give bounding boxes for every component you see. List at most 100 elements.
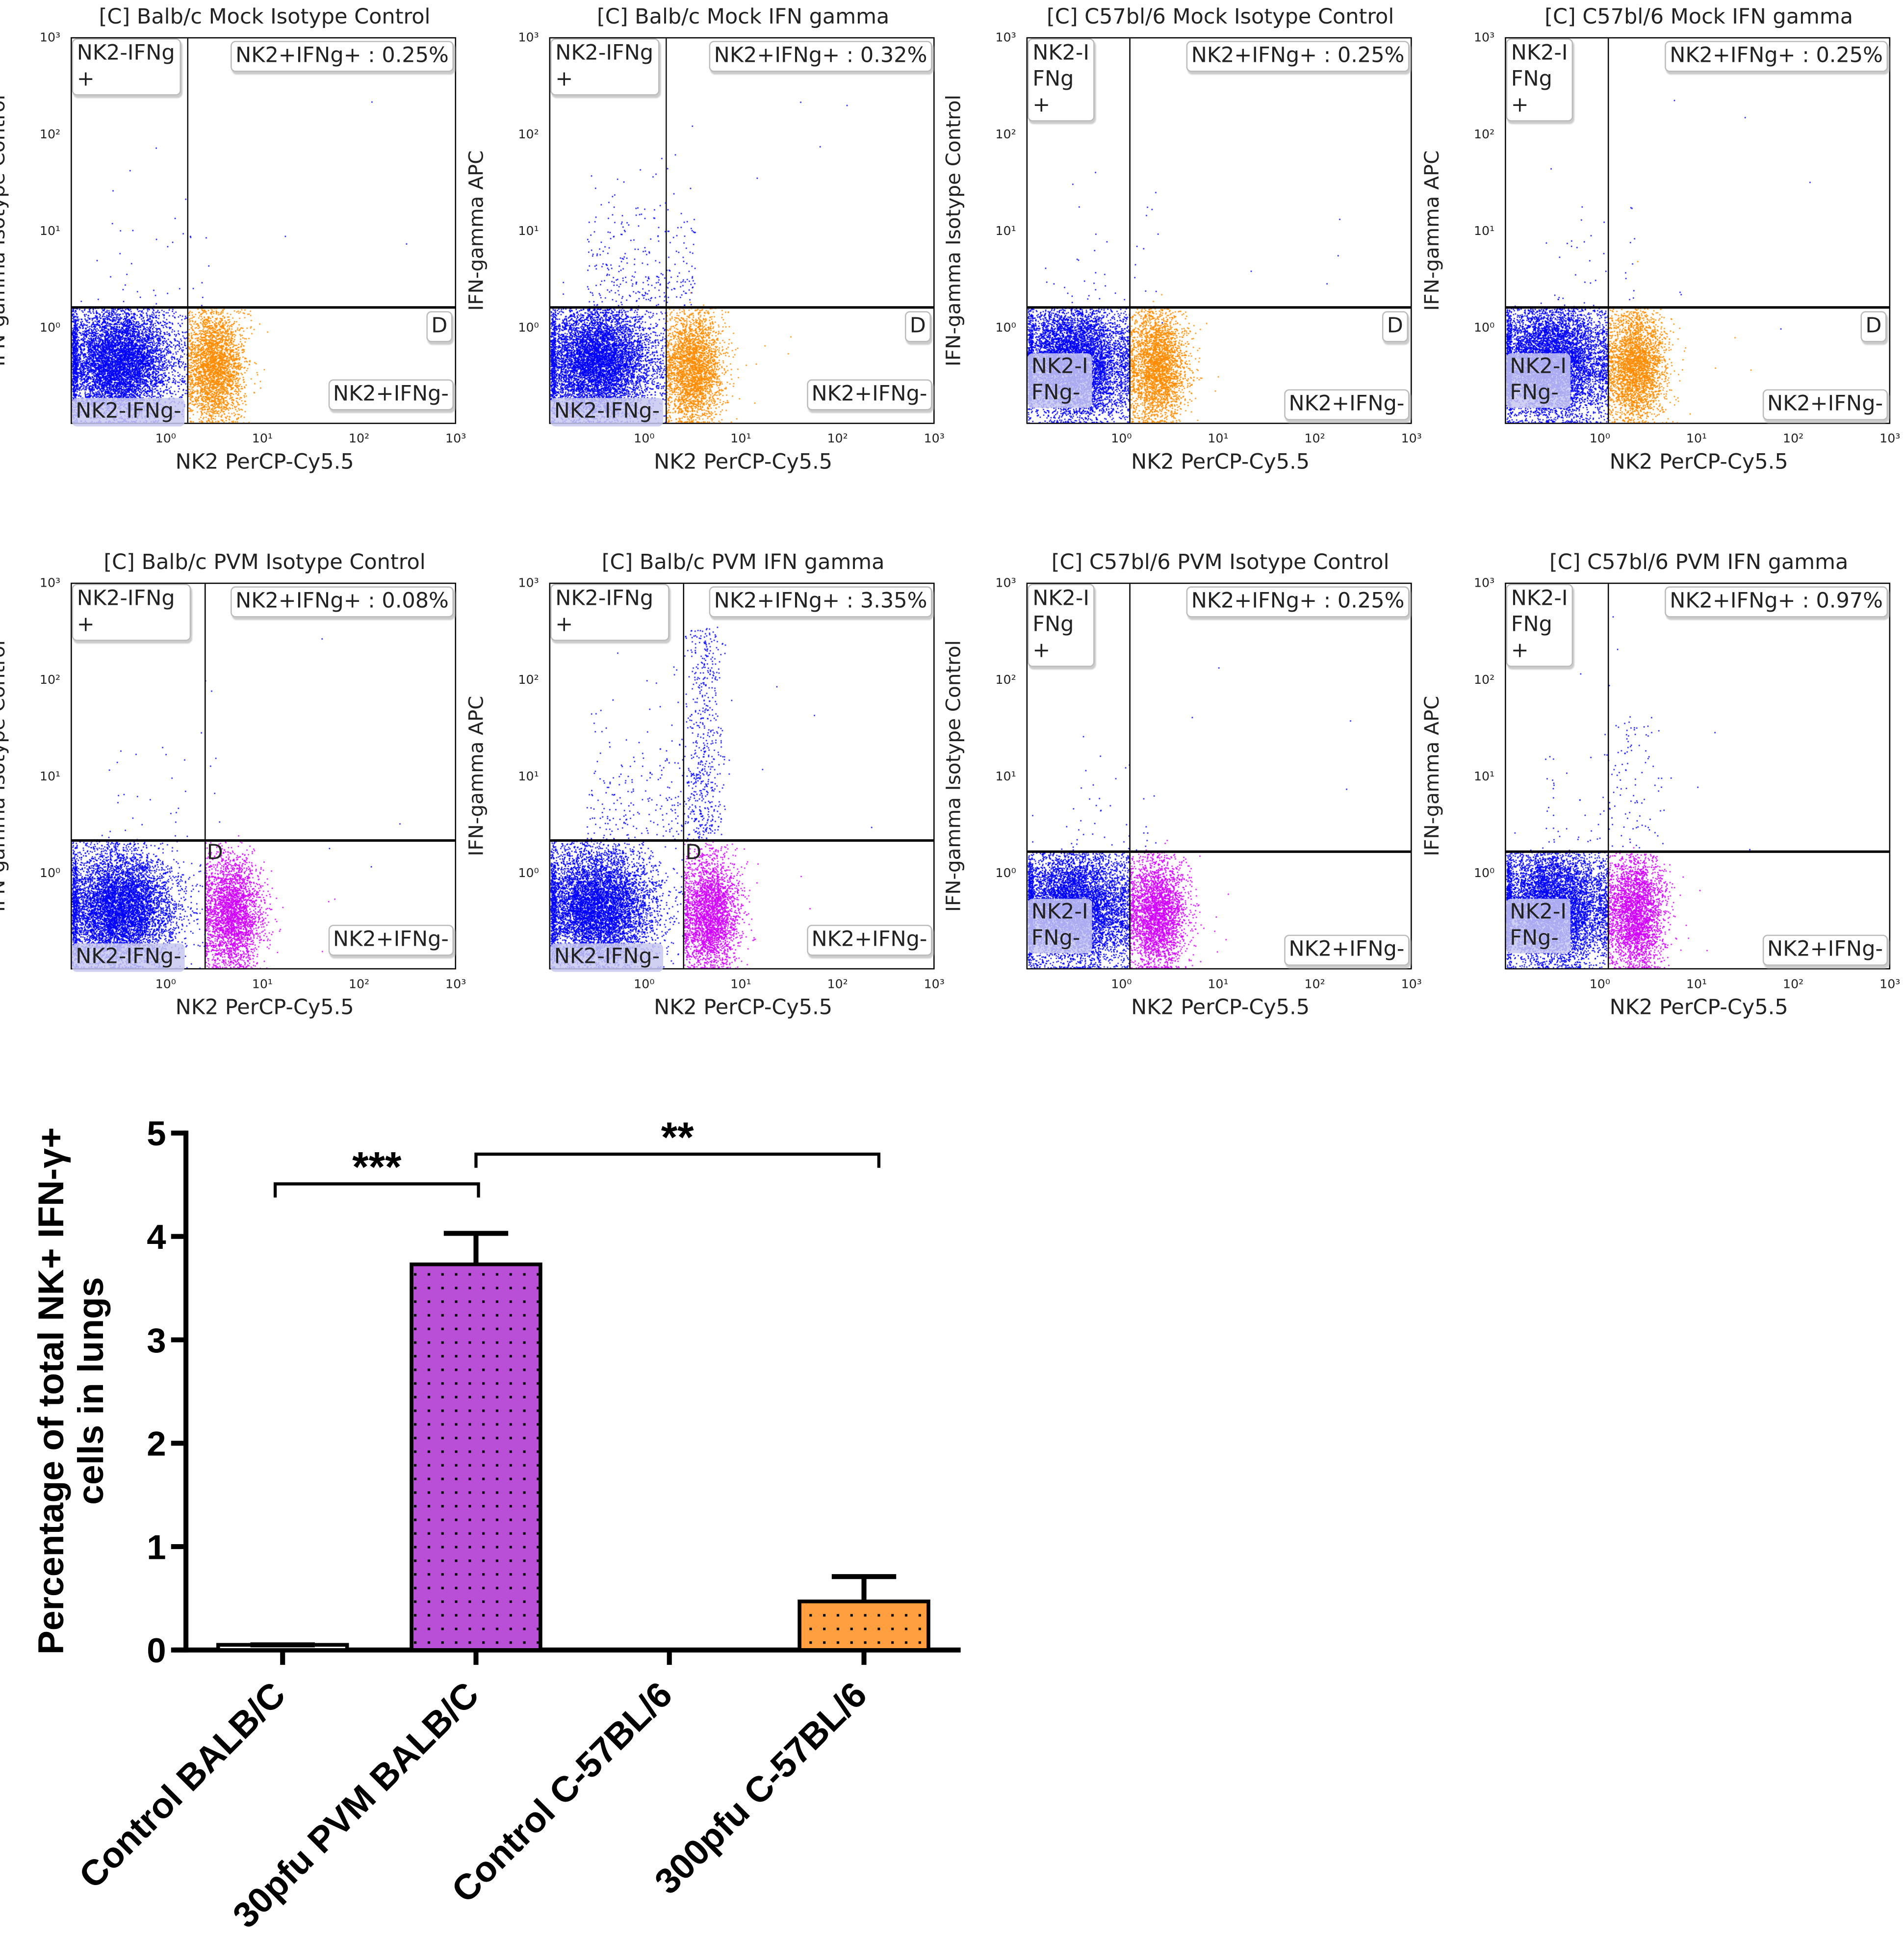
x-axis-label: NK2 PerCP-Cy5.5 <box>175 450 354 475</box>
quadrant-label-upper-right: NK2+IFNg+ : 0.25% <box>1186 586 1410 618</box>
quadrant-label-upper-left: NK2-IFNg+ <box>72 38 181 96</box>
gate-line-horizontal[interactable] <box>1028 306 1411 309</box>
y-tick-label: 1 <box>147 1527 166 1566</box>
quadrant-label-upper-right: NK2+IFNg+ : 0.25% <box>231 41 454 72</box>
quadrant-label-upper-left: NK2-IFNg+ <box>550 38 660 96</box>
x-tick-label: 10³ <box>1879 433 1901 446</box>
plot-title: [C] C57bl/6 Mock Isotype Control <box>1046 5 1394 30</box>
x-tick-label: 10¹ <box>1208 433 1229 446</box>
gate-line-horizontal[interactable] <box>550 306 934 309</box>
flow-plot-3: NK2-IFNg+ NK2+IFNg+ : 0.25% NK2-IFNg- NK2+I… <box>941 5 1421 475</box>
plot-title: [C] C57bl/6 PVM Isotype Control <box>1051 550 1389 575</box>
quadrant-label-upper-left: NK2-IFNg+ <box>550 584 669 641</box>
x-tick-label: 10⁰ <box>634 433 655 446</box>
gate-line-vertical[interactable] <box>1607 584 1610 968</box>
x-tick-label: 10³ <box>1401 978 1422 992</box>
y-tick-label: 10² <box>39 128 61 142</box>
x-tick-label: 10⁰ <box>1111 433 1132 446</box>
x-axis-label: NK2 PerCP-Cy5.5 <box>1131 995 1310 1020</box>
y-tick-label: 10² <box>518 673 539 688</box>
quadrant-label-lower-left: NK2-IFNg- <box>1506 898 1571 953</box>
quadrant-label-lower-left: NK2-IFNg- <box>1506 353 1571 408</box>
x-tick-label: 10¹ <box>1686 978 1707 992</box>
x-tick-label: 10² <box>827 433 848 446</box>
x-tick-label: 10² <box>1304 978 1325 992</box>
y-axis-label-line: Percentage of total NK+ IFN-γ+ <box>31 1127 71 1655</box>
x-axis-label: NK2 PerCP-Cy5.5 <box>654 995 833 1020</box>
x-tick-label: 10⁰ <box>155 433 176 446</box>
y-tick-label: 10² <box>1473 128 1495 142</box>
y-tick-label: 10³ <box>995 31 1016 46</box>
gate-line-vertical[interactable] <box>187 38 189 423</box>
y-tick-label: 10² <box>1473 673 1495 688</box>
x-tick-label: 10² <box>1304 433 1325 446</box>
y-tick-label: 10⁰ <box>518 867 539 881</box>
y-tick-label: 10² <box>995 128 1016 142</box>
x-tick-label: Control BALB/C <box>71 1674 293 1896</box>
y-tick-label: 10¹ <box>39 770 61 784</box>
quadrant-label-lower-left: NK2-IFNg- <box>72 943 185 972</box>
gate-label: D <box>1860 311 1887 342</box>
quadrant-label-lower-left: NK2-IFNg- <box>550 398 664 427</box>
x-tick-label: 10⁰ <box>1111 978 1132 992</box>
y-tick-label: 10¹ <box>39 225 61 239</box>
plot-title: [C] Balb/c Mock IFN gamma <box>596 5 890 30</box>
quadrant-label-lower-right: NK2+IFNg- <box>806 379 932 411</box>
x-tick-label: 10¹ <box>1686 433 1707 446</box>
bar-pattern <box>218 1645 347 1650</box>
x-tick-label: 10³ <box>445 433 466 446</box>
x-axis-label: NK2 PerCP-Cy5.5 <box>175 995 354 1020</box>
x-axis-label: NK2 PerCP-Cy5.5 <box>1131 450 1310 475</box>
quadrant-label-upper-left: NK2-IFNg+ <box>1506 38 1573 122</box>
significance-bracket <box>273 1182 480 1198</box>
plot-title: [C] Balb/c PVM Isotype Control <box>103 550 426 575</box>
y-tick-label: 5 <box>147 1114 166 1153</box>
x-tick-label: 10³ <box>924 978 945 992</box>
gate-line-horizontal[interactable] <box>550 839 934 842</box>
gate-line-vertical[interactable] <box>204 584 206 968</box>
x-tick-label: 10³ <box>1879 978 1901 992</box>
gate-line-vertical[interactable] <box>1129 38 1131 423</box>
y-tick-label: 10² <box>39 673 61 688</box>
gate-line-horizontal[interactable] <box>1028 851 1411 853</box>
flow-plot-7: NK2-IFNg+ NK2+IFNg+ : 0.25% NK2-IFNg- NK2+I… <box>941 550 1421 1020</box>
gate-line-vertical[interactable] <box>1607 38 1610 423</box>
quadrant-label-upper-left: NK2-IFNg+ <box>1028 38 1095 122</box>
y-tick-label: 10³ <box>518 31 539 46</box>
y-axis-label-line: cells in lungs <box>71 1277 111 1505</box>
gate-line-horizontal[interactable] <box>72 306 455 309</box>
gate-line-horizontal[interactable] <box>72 839 455 842</box>
y-tick-label: 10¹ <box>1473 225 1495 239</box>
y-tick-label: 10⁰ <box>39 321 61 336</box>
gate-line-horizontal[interactable] <box>1506 851 1889 853</box>
x-tick-label: 10¹ <box>730 978 751 992</box>
x-tick-label: 10³ <box>924 433 945 446</box>
significance-bracket <box>474 1152 881 1168</box>
gate-label: D <box>904 311 931 342</box>
gate-label: D <box>1382 311 1409 342</box>
quadrant-label-lower-right: NK2+IFNg- <box>1284 934 1410 966</box>
y-axis-label: Percentage of total NK+ IFN-γ+cells in l… <box>31 1127 111 1655</box>
scatter-points <box>72 38 455 423</box>
x-tick-label: 10⁰ <box>155 978 176 992</box>
gate-line-vertical[interactable] <box>683 584 685 968</box>
y-tick-label: 10⁰ <box>1473 321 1495 336</box>
x-axis-label: NK2 PerCP-Cy5.5 <box>1609 450 1788 475</box>
gate-line-horizontal[interactable] <box>1506 306 1889 309</box>
quadrant-label-upper-right: NK2+IFNg+ : 0.97% <box>1665 586 1888 618</box>
y-tick-label: 10⁰ <box>518 321 539 336</box>
gate-line-vertical[interactable] <box>1129 584 1131 968</box>
x-tick-label: 10¹ <box>252 433 273 446</box>
y-tick-label: 10³ <box>518 577 539 591</box>
quadrant-label-lower-right: NK2+IFNg- <box>328 379 454 411</box>
y-tick-label: 10³ <box>1473 577 1495 591</box>
plot-title: [C] Balb/c PVM IFN gamma <box>601 550 885 575</box>
y-tick-label: 10⁰ <box>995 867 1016 881</box>
gate-label: D <box>426 311 453 342</box>
y-tick-label: 10¹ <box>518 770 539 784</box>
flow-plot-4: NK2-IFNg+ NK2+IFNg+ : 0.25% NK2-IFNg- NK2+I… <box>1420 5 1900 475</box>
quadrant-label-upper-right: NK2+IFNg+ : 0.25% <box>1665 41 1888 72</box>
y-tick-label: 3 <box>147 1321 166 1360</box>
gate-line-vertical[interactable] <box>665 38 668 423</box>
y-tick-label: 10¹ <box>1473 770 1495 784</box>
